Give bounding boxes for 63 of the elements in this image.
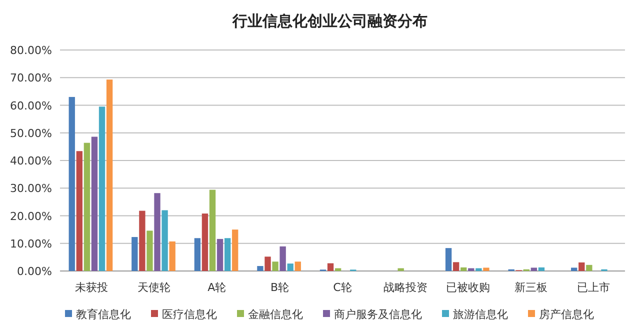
- bar: [460, 267, 467, 271]
- bar: [154, 193, 160, 271]
- x-tick-label: B轮: [270, 281, 289, 294]
- bar: [272, 262, 278, 271]
- bar: [483, 268, 490, 271]
- y-tick-label: 80.00%: [10, 44, 52, 57]
- bar: [257, 266, 264, 271]
- bar: [224, 238, 231, 271]
- bar: [84, 142, 90, 271]
- y-tick-label: 0.00%: [17, 265, 52, 278]
- legend-label: 医疗信息化: [162, 308, 217, 321]
- x-tick-label: C轮: [333, 281, 352, 294]
- bar: [132, 237, 138, 271]
- bar: [76, 151, 82, 271]
- x-tick-label: 未获投: [74, 281, 108, 294]
- y-tick-label: 50.00%: [10, 126, 52, 140]
- legend-label: 金融信息化: [248, 308, 303, 321]
- bar: [91, 136, 98, 271]
- legend-label: 教育信息化: [76, 308, 131, 321]
- y-tick-label: 70.00%: [10, 72, 52, 85]
- bar: [146, 230, 153, 271]
- bar: [162, 210, 168, 271]
- bar: [68, 96, 75, 271]
- x-tick-label: A轮: [208, 281, 226, 294]
- x-tick-label: 已上市: [577, 281, 610, 294]
- bar: [169, 241, 176, 271]
- legend-label: 旅游信息化: [453, 308, 508, 321]
- x-tick-label: 已被收购: [446, 281, 490, 294]
- bar: [287, 264, 294, 271]
- bar: [216, 238, 224, 271]
- bar: [98, 106, 106, 271]
- bar: [452, 262, 460, 271]
- bar: [578, 262, 585, 271]
- bar: [538, 267, 545, 271]
- y-tick-label: 10.00%: [10, 237, 52, 250]
- x-tick-label: 新三板: [514, 281, 548, 294]
- bar: [571, 268, 578, 271]
- bar: [194, 238, 201, 271]
- x-tick-label: 天使轮: [138, 281, 171, 294]
- chart-title: 行业信息化创业公司融资分布: [232, 12, 428, 30]
- bar: [468, 268, 474, 271]
- x-tick-label: 战略投资: [383, 281, 428, 294]
- bar: [280, 246, 286, 271]
- bar: [334, 268, 342, 271]
- bar: [106, 80, 113, 271]
- bar: [445, 248, 452, 271]
- bar: [327, 263, 334, 271]
- bar: [476, 268, 482, 271]
- y-tick-label: 60.00%: [10, 99, 52, 112]
- bar: [264, 256, 271, 271]
- y-tick-label: 20.00%: [10, 210, 52, 223]
- y-tick-label: 30.00%: [10, 182, 52, 196]
- bar: [586, 264, 592, 271]
- legend-label: 房产信息化: [539, 308, 594, 321]
- legend-label: 商户服务及信息化: [334, 308, 422, 321]
- bar: [294, 262, 301, 271]
- bar: [232, 230, 238, 271]
- bar: [209, 190, 216, 271]
- bar: [202, 214, 208, 271]
- bar: [139, 210, 146, 271]
- y-tick-label: 40.00%: [10, 154, 52, 168]
- bar: [398, 268, 404, 271]
- bar: [530, 268, 538, 271]
